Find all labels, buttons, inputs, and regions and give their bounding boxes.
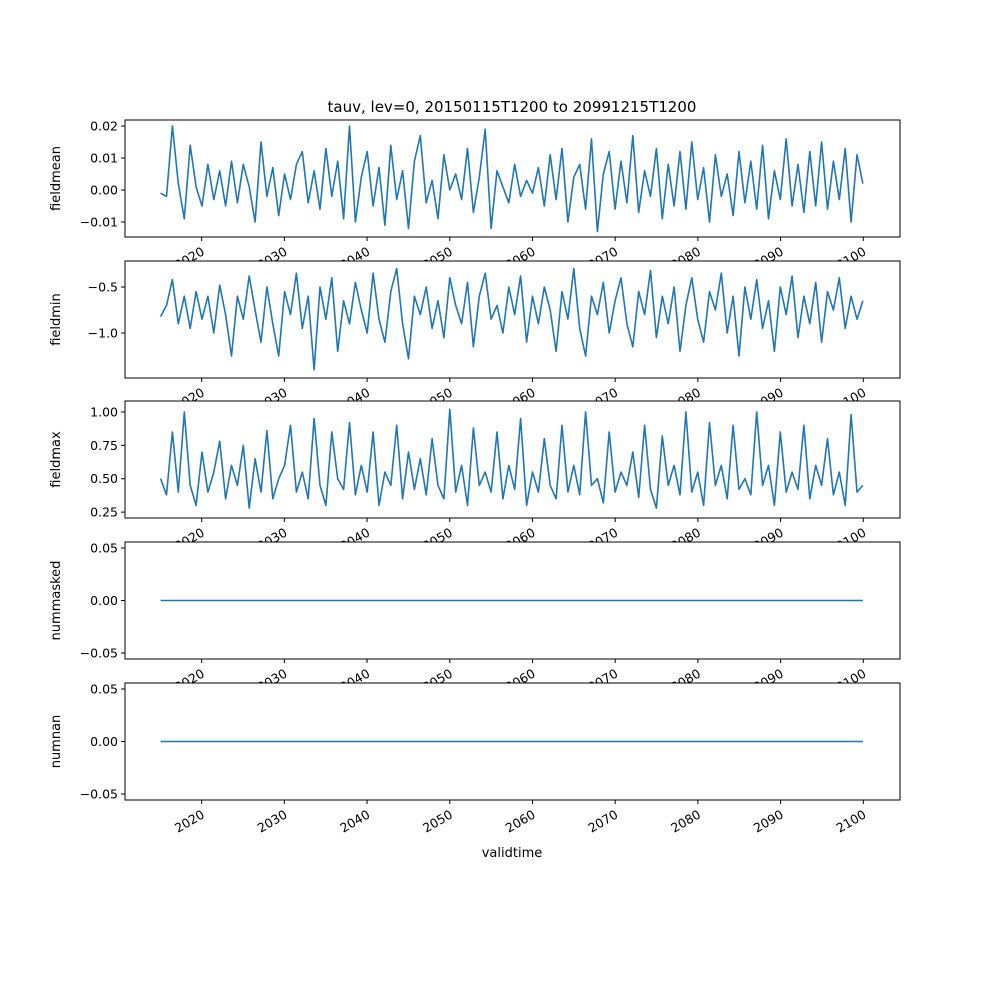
y-axis-label: fieldmax	[49, 431, 64, 488]
plot-area	[125, 261, 900, 378]
y-tick-label: 0.00	[90, 183, 118, 198]
subplot-numnan: −0.05 0.00 0.05 2020 2030 2040 2050 2060 2070 208…	[49, 681, 901, 836]
x-tick-label: 2020	[172, 807, 207, 836]
x-tick-label: 2050	[420, 807, 455, 836]
x-tick-label: 2040	[337, 807, 372, 836]
chart-title: tauv, lev=0, 20150115T1200 to 20991215T1…	[328, 98, 697, 116]
plot-area	[125, 401, 900, 518]
y-axis-label: fieldmean	[49, 146, 64, 211]
y-tick-label: 0.25	[90, 505, 118, 520]
axes-frame	[124, 400, 901, 519]
x-axis-label: validtime	[482, 846, 543, 861]
y-axis-label: fieldmin	[49, 293, 64, 346]
y-tick-label: 0.50	[90, 471, 118, 486]
x-tick-label: 2030	[255, 807, 290, 836]
y-tick-label: 0.05	[90, 681, 118, 696]
y-tick-label: 0.75	[90, 438, 118, 453]
y-tick-label: 0.00	[90, 734, 118, 749]
y-tick-label: −1.0	[88, 326, 118, 341]
series-line-fieldmin	[159, 267, 864, 371]
axes-frame	[124, 119, 901, 238]
x-tick-label: 2070	[585, 807, 620, 836]
y-tick-label: 0.02	[90, 119, 118, 134]
y-tick-label: 1.00	[90, 404, 118, 419]
x-tick-label: 2060	[503, 807, 538, 836]
y-tick-label: −0.05	[80, 646, 118, 661]
y-tick-label: −0.5	[88, 280, 118, 295]
y-tick-label: 0.05	[90, 540, 118, 555]
axes-frame	[124, 260, 901, 379]
y-tick-label: 0.00	[90, 593, 118, 608]
x-tick-label: 2080	[668, 807, 703, 836]
y-axis-label: nummasked	[49, 561, 64, 641]
y-axis-label: numnan	[49, 715, 64, 769]
y-tick-label: −0.01	[80, 214, 118, 229]
x-tick-label: 2090	[751, 807, 786, 836]
x-tick-label: 2100	[833, 807, 868, 836]
y-tick-label: 0.01	[90, 151, 118, 166]
y-tick-label: −0.05	[80, 787, 118, 802]
series-line-fieldmean	[160, 125, 864, 233]
series-line-fieldmax	[159, 408, 864, 509]
